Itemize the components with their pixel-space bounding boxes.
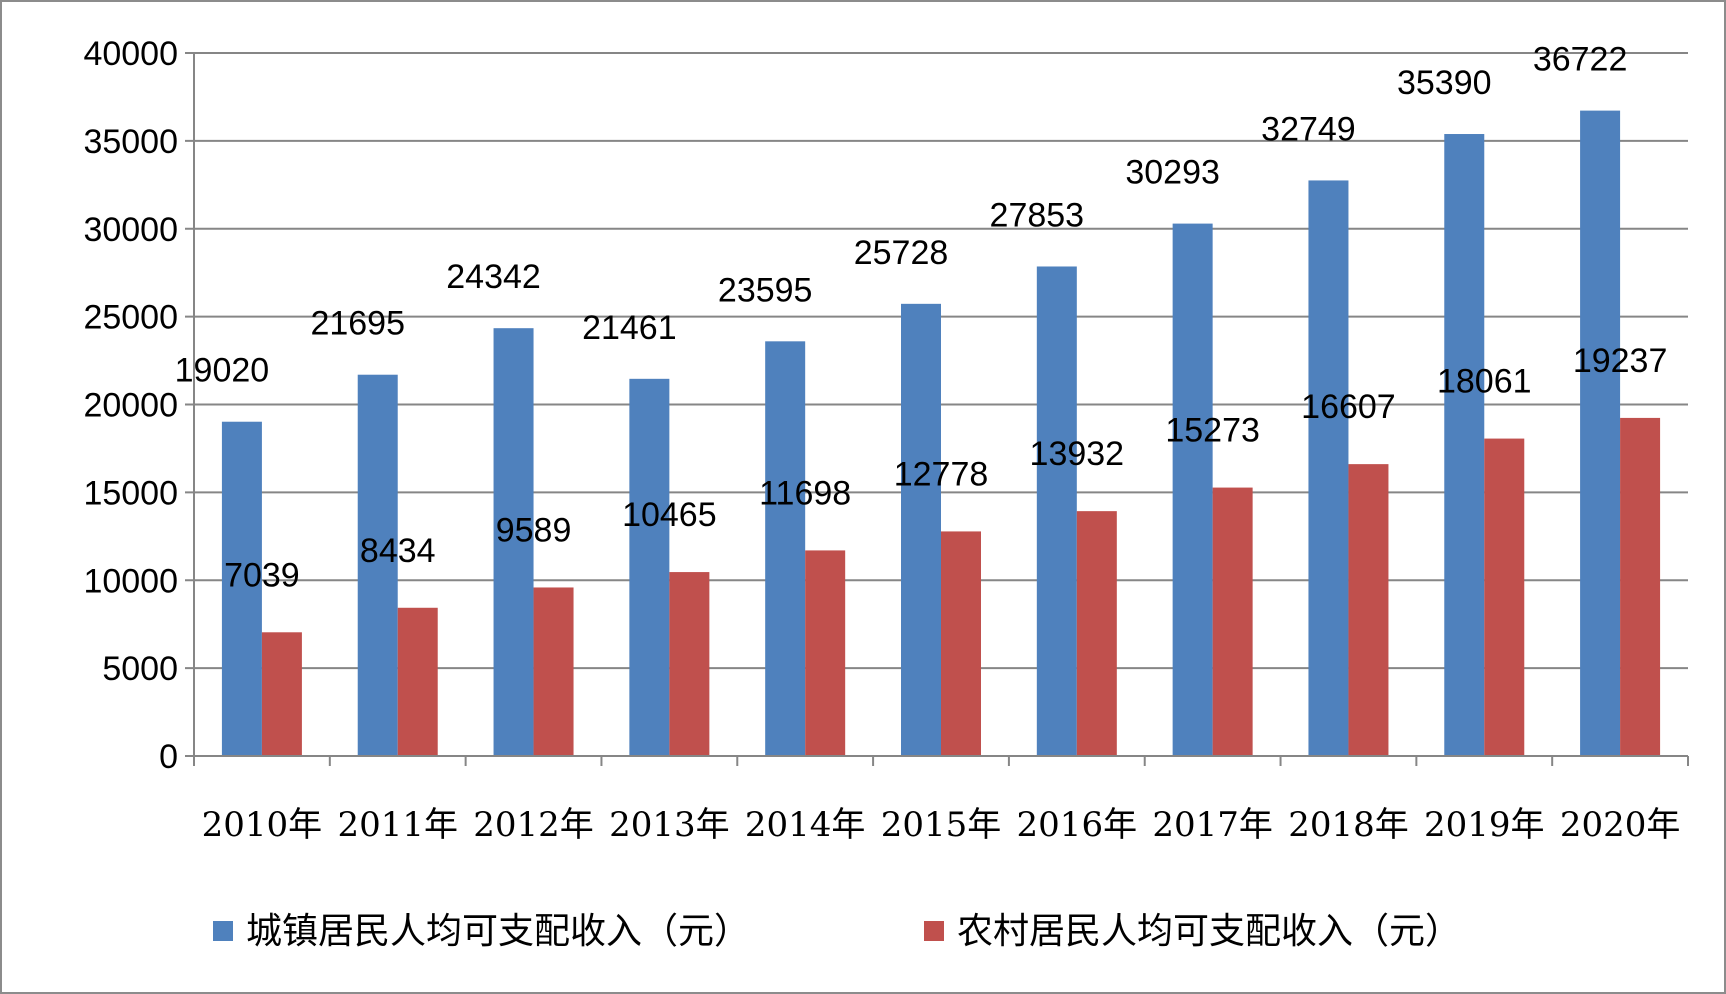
bar-rural xyxy=(1484,438,1525,756)
bar-rural xyxy=(669,572,710,756)
data-label-urban: 24342 xyxy=(446,258,541,296)
bar-rural xyxy=(1348,464,1389,756)
data-label-urban: 36722 xyxy=(1533,41,1628,79)
bar-rural xyxy=(941,531,981,756)
bar-rural xyxy=(805,550,846,756)
legend-swatch xyxy=(213,921,233,941)
data-label-urban: 25728 xyxy=(854,234,949,272)
legend-swatch xyxy=(924,921,944,941)
data-label-urban: 30293 xyxy=(1125,154,1220,192)
data-label-rural: 18061 xyxy=(1437,363,1532,401)
bar-urban xyxy=(1172,223,1213,756)
x-tick-label: 2013年 xyxy=(609,805,730,845)
x-tick-label: 2011年 xyxy=(337,805,458,845)
data-label-rural: 13932 xyxy=(1030,435,1125,473)
bar-urban xyxy=(221,421,262,756)
bar-rural xyxy=(261,632,302,756)
x-tick-label: 2020年 xyxy=(1560,805,1681,845)
data-label-urban: 32749 xyxy=(1261,110,1356,148)
bar-urban xyxy=(493,328,534,756)
legend-label: 农村居民人均可支配收入（元） xyxy=(957,911,1461,952)
bar-urban xyxy=(765,341,806,756)
data-label-urban: 21461 xyxy=(582,309,677,347)
bar-urban xyxy=(901,303,941,756)
bar-rural xyxy=(1620,417,1661,756)
x-tick-label: 2015年 xyxy=(881,805,1002,845)
data-label-rural: 19237 xyxy=(1573,342,1668,380)
data-label-urban: 21695 xyxy=(310,305,405,343)
data-labels: 19020 7039 21695 8434 24342 9589 21461 10465 235… xyxy=(175,41,1668,595)
legend: 城镇居民人均可支配收入（元） 农村居民人均可支配收入（元） xyxy=(213,911,1461,952)
bar-rural xyxy=(533,587,574,756)
x-tick-label: 2016年 xyxy=(1017,805,1138,845)
y-tick-label: 35000 xyxy=(83,123,178,161)
data-label-rural: 12778 xyxy=(894,455,989,493)
y-tick-label: 30000 xyxy=(83,211,178,249)
data-label-urban: 27853 xyxy=(990,196,1085,234)
bar-urban xyxy=(1580,110,1621,757)
bar-rural xyxy=(1076,511,1117,756)
data-label-urban: 19020 xyxy=(175,352,270,390)
bar-rural xyxy=(397,607,438,756)
y-tick-label: 15000 xyxy=(83,474,178,512)
x-tick-label: 2010年 xyxy=(202,805,323,845)
bar-rural xyxy=(1212,487,1253,756)
x-axis-ticks: 2010年 2011年 2012年 2013年 2014年 2015年 2016年 2017年… xyxy=(193,756,1689,845)
bar-urban xyxy=(1036,266,1077,756)
x-tick-label: 2017年 xyxy=(1152,805,1273,845)
bar-urban xyxy=(1308,180,1349,756)
y-tick-label: 0 xyxy=(159,738,178,776)
data-label-rural: 10465 xyxy=(622,496,717,534)
x-tick-label: 2012年 xyxy=(473,805,594,845)
data-label-rural: 9589 xyxy=(496,511,572,549)
y-tick-label: 5000 xyxy=(102,650,178,688)
data-label-urban: 23595 xyxy=(718,271,813,309)
data-label-rural: 15273 xyxy=(1165,412,1260,450)
data-label-rural: 7039 xyxy=(224,556,300,594)
bar-urban xyxy=(357,374,398,756)
y-tick-label: 25000 xyxy=(83,299,178,337)
y-axis-ticks: 0 5000 10000 15000 20000 25000 30000 35000 40000 xyxy=(83,35,194,776)
y-tick-label: 10000 xyxy=(83,562,178,600)
x-tick-label: 2014年 xyxy=(745,805,866,845)
bars xyxy=(221,110,1661,757)
data-label-urban: 35390 xyxy=(1397,64,1492,102)
x-tick-label: 2018年 xyxy=(1288,805,1409,845)
x-tick-label: 2019年 xyxy=(1424,805,1545,845)
bar-urban xyxy=(1444,134,1485,756)
bar-urban xyxy=(629,378,670,756)
y-tick-label: 20000 xyxy=(83,387,178,425)
data-label-rural: 8434 xyxy=(360,532,436,570)
axes xyxy=(193,53,1688,757)
data-label-rural: 11698 xyxy=(759,474,851,512)
legend-label: 城镇居民人均可支配收入（元） xyxy=(246,911,750,952)
data-label-rural: 16607 xyxy=(1301,388,1396,426)
y-tick-label: 40000 xyxy=(83,35,178,73)
